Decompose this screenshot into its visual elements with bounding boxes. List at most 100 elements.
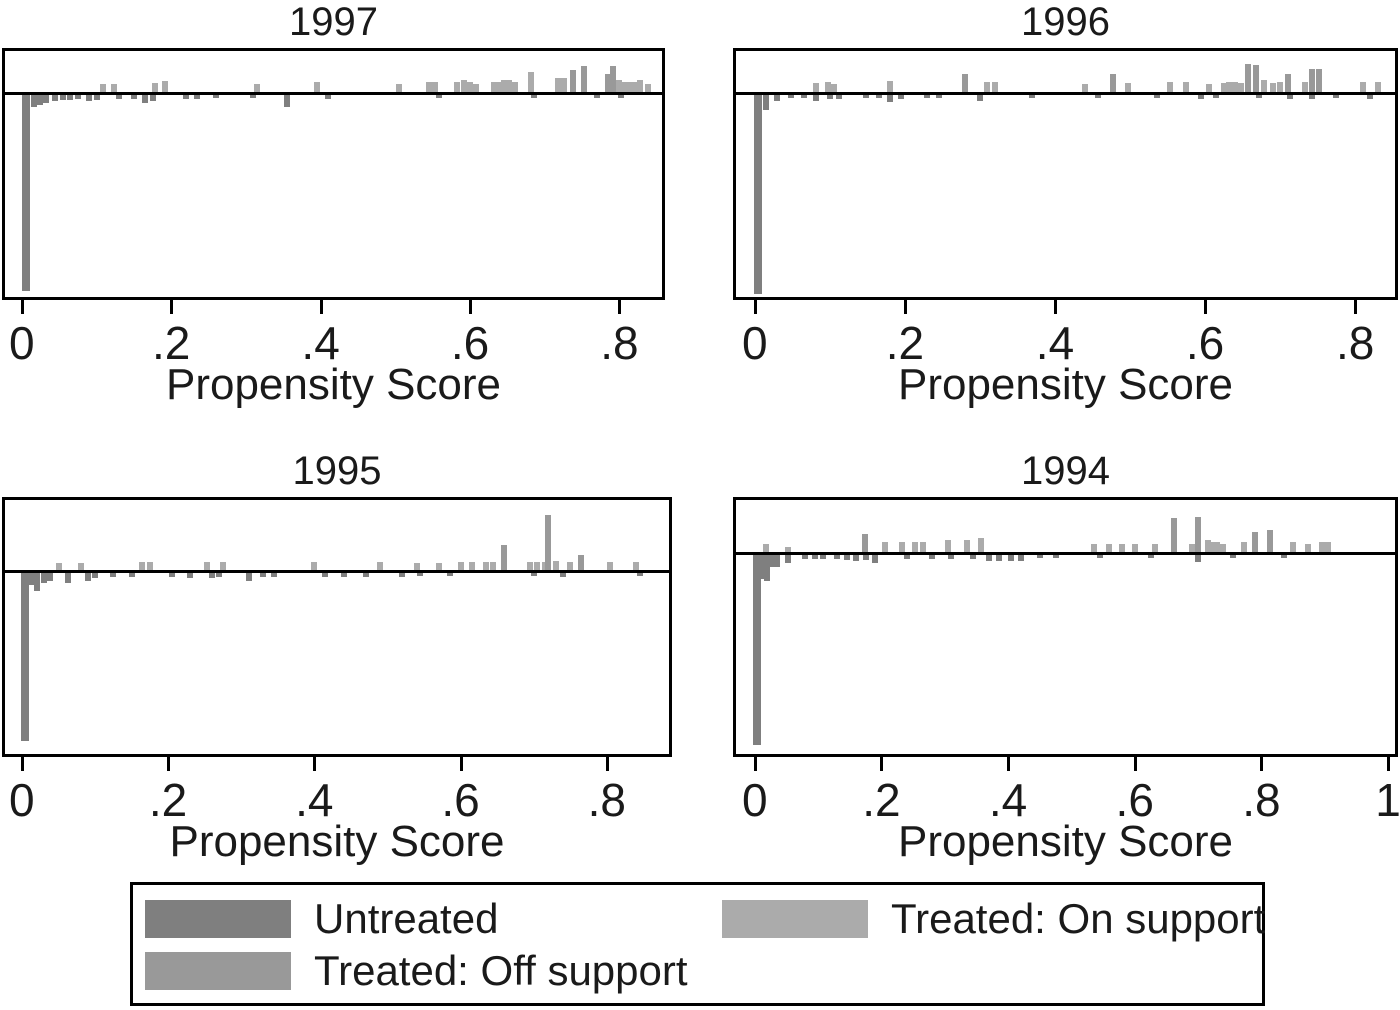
bar-treated-on-support [56,563,63,570]
bar-treated-on-support [151,83,158,92]
bar-untreated [862,95,869,98]
bar-treated-on-support [1220,544,1227,552]
bar-treated-on-support [461,80,468,92]
bar-untreated [935,95,942,98]
bar-untreated [787,95,794,98]
bar-untreated [84,573,91,581]
legend: Untreated Treated: On support Treated: O… [130,882,1265,1006]
bar-treated-on-support [607,562,614,570]
x-tick-mark [1133,757,1137,771]
x-tick-mark [753,757,757,771]
bar-untreated [773,555,780,567]
bar-untreated [759,555,766,579]
x-tick-mark [1007,757,1011,771]
bar-untreated [835,95,842,99]
bar-treated-on-support [203,562,210,570]
bar-treated-on-support [1260,80,1267,92]
bar-untreated [834,555,841,559]
x-tick-mark [167,757,171,771]
bar-treated-off-support [570,70,577,92]
bar-untreated [1096,555,1103,558]
x-tick-label: .2 [885,317,925,369]
bar-treated-on-support [490,562,497,570]
bar-treated-on-support [528,72,535,92]
bar-untreated [91,573,98,578]
bar-untreated [769,555,776,567]
x-tick-label: .6 [441,774,480,826]
legend-label-untreated: Untreated [314,895,499,942]
bar-treated-off-support [580,66,587,92]
bar-untreated [28,573,35,585]
bar-treated-on-support [162,81,169,92]
bar-treated-on-support [631,82,638,92]
bar-treated-on-support [219,562,226,570]
bar-untreated [46,573,53,581]
bar-untreated [213,95,220,98]
bar-untreated [1195,555,1202,562]
bar-treated-on-support [453,82,460,92]
bar-untreated [784,555,791,563]
bar-treated-on-support [431,82,438,92]
bar-untreated [875,95,882,98]
bar-treated-on-support [1204,540,1211,552]
bar-untreated [929,555,936,559]
bar-treated-on-support [100,84,107,92]
bar-treated-off-support [1171,518,1177,552]
bar-treated-off-support [1308,69,1315,92]
x-tick-mark [319,300,323,314]
bar-treated-on-support [311,562,318,570]
bar-untreated [986,555,993,561]
plot-frame-1996 [733,48,1398,300]
bar-treated-on-support [1238,83,1245,92]
bar-treated-on-support [1131,544,1138,552]
bar-untreated [283,95,290,107]
bar-treated-on-support [254,84,261,92]
panel-title: 1995 [292,449,382,493]
x-axis-label: Propensity Score [897,360,1234,409]
bar-untreated [322,573,329,577]
bar-treated-on-support [1226,82,1233,92]
bar-untreated [1280,555,1287,558]
x-tick-mark [605,757,609,771]
bar-untreated [1286,95,1293,99]
bar-untreated [52,95,59,101]
bar-treated-on-support [511,82,518,92]
legend-swatch-untreated [145,900,291,938]
bar-untreated [853,555,860,561]
x-tick-mark [903,300,907,314]
bar-untreated [764,555,771,581]
bar-treated-on-support [1152,544,1158,552]
bar-untreated [898,95,905,99]
x-tick-label: 1 [1375,774,1400,826]
bar-untreated [1256,95,1263,98]
bar-treated-on-support [1106,544,1113,552]
bar-untreated [208,573,215,578]
x-tick-mark [1354,300,1358,314]
x-tick-label: .2 [862,774,901,826]
plot-area [736,51,1395,297]
bar-untreated [1154,95,1161,98]
bar-treated-on-support [625,82,632,92]
bar-treated-on-support [435,563,442,570]
bar-untreated [216,573,223,577]
bar-untreated [800,95,807,98]
plot-frame-1997 [2,48,665,300]
bar-treated-off-support [1252,532,1259,552]
bar-treated-on-support [396,84,403,92]
bar-treated-on-support [1205,84,1212,92]
bar-untreated [149,95,156,101]
x-tick-mark [1053,300,1057,314]
bar-treated-on-support [313,82,320,92]
bar-untreated [128,573,135,577]
bar-treated-on-support [886,81,893,92]
bar-treated-on-support [561,78,568,92]
bar-treated-on-support [468,562,475,570]
x-tick-label: .4 [1035,317,1075,369]
bar-untreated [1017,555,1024,561]
bar-treated-on-support [377,562,384,570]
bar-untreated [753,555,762,745]
legend-label-treated-off-support: Treated: Off support [314,947,688,994]
bar-untreated [142,95,149,103]
bar-treated-on-support [991,82,998,92]
